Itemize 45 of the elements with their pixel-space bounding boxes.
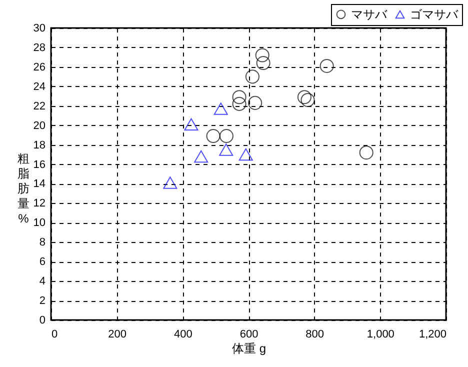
y-axis-title: 粗脂肪量% — [18, 152, 30, 226]
y-tick-label: 6 — [39, 256, 46, 268]
y-tick-label: 4 — [39, 276, 46, 288]
legend-label: マサバ — [351, 7, 388, 22]
y-tick-label: 10 — [33, 217, 46, 230]
point — [300, 93, 315, 108]
point — [256, 56, 270, 70]
point — [238, 148, 253, 161]
y-tick-label: 0 — [39, 314, 46, 326]
x-tick-label: 1,200 — [418, 328, 446, 340]
y-tick-label: 12 — [33, 198, 46, 210]
point — [219, 144, 234, 156]
point — [214, 102, 228, 115]
y-tick-label: 30 — [33, 22, 46, 34]
point — [184, 118, 198, 131]
legend-label: ゴマサバ — [410, 8, 459, 22]
point — [232, 96, 246, 111]
point — [163, 176, 178, 189]
x-tick-label: 1,000 — [366, 328, 394, 340]
point — [245, 70, 260, 84]
x-tick-label: 800 — [306, 328, 324, 340]
point — [320, 58, 334, 73]
point — [255, 48, 270, 62]
point — [297, 90, 312, 104]
y-tick-label: 16 — [33, 158, 46, 171]
y-tick-label: 28 — [33, 42, 46, 54]
point — [359, 146, 374, 160]
y-tick-label: 8 — [39, 236, 46, 249]
y-tick-label: 20 — [33, 120, 46, 132]
point — [206, 129, 220, 144]
y-tick-label: 14 — [33, 178, 46, 190]
y-tick-label: 26 — [33, 61, 46, 74]
x-tick-label: 0 — [52, 328, 58, 340]
point — [248, 96, 262, 110]
x-tick-label: 200 — [108, 328, 127, 340]
point — [232, 90, 246, 104]
y-tick-label: 2 — [39, 295, 46, 308]
point — [194, 150, 208, 163]
x-tick-label: 600 — [240, 328, 258, 340]
x-axis-title: 体重 g — [232, 342, 266, 356]
y-tick-label: 18 — [33, 139, 46, 152]
y-tick-label: 22 — [33, 100, 46, 112]
point — [219, 129, 234, 144]
y-tick-label: 24 — [33, 80, 46, 93]
x-tick-label: 400 — [174, 328, 192, 340]
